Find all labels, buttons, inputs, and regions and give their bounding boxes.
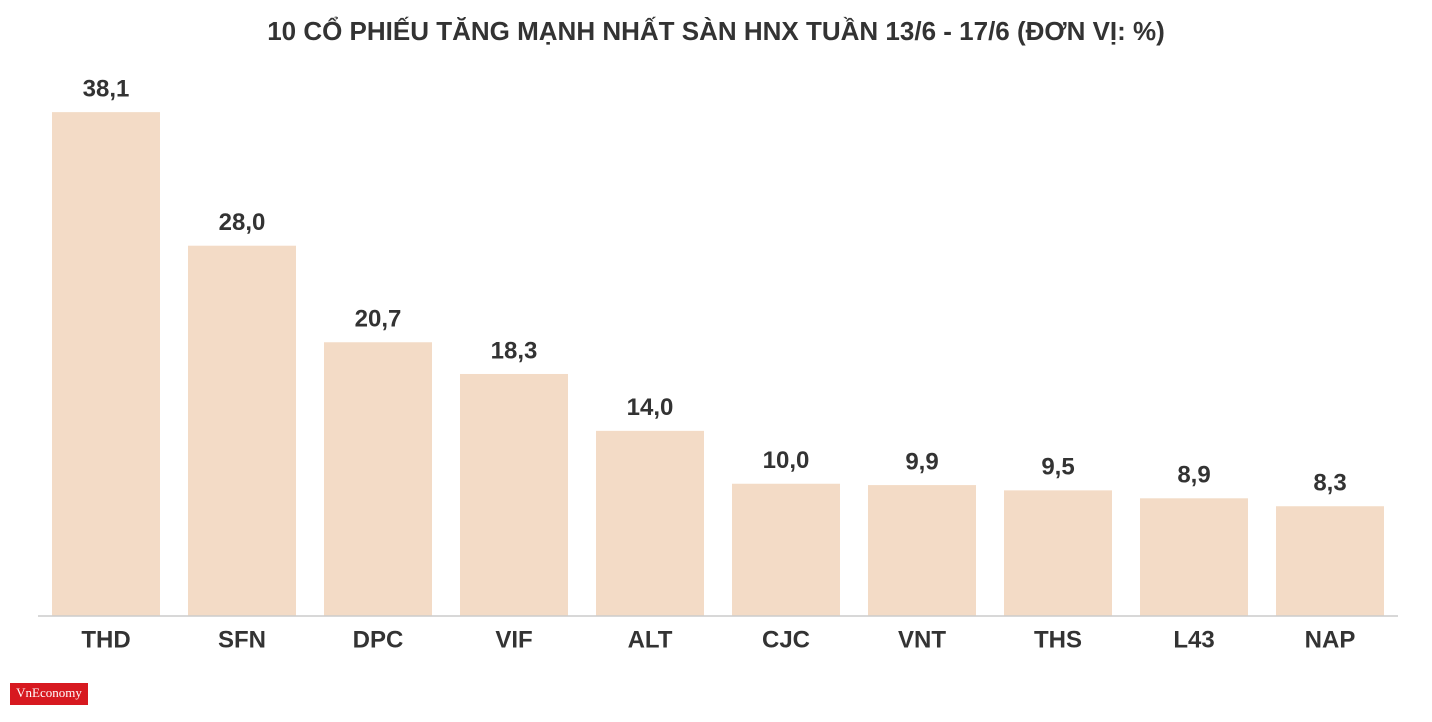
value-label: 38,1 — [83, 75, 130, 102]
value-label: 9,5 — [1041, 454, 1074, 481]
value-label: 8,3 — [1313, 470, 1346, 497]
value-label: 18,3 — [491, 337, 538, 364]
x-tick-label: VNT — [898, 626, 946, 653]
value-label: 8,9 — [1177, 462, 1210, 489]
x-tick-label: DPC — [353, 626, 404, 653]
x-tick-label: CJC — [762, 626, 810, 653]
bar — [324, 342, 432, 616]
value-label: 28,0 — [219, 209, 266, 236]
x-tick-label: VIF — [495, 626, 532, 653]
bar — [52, 112, 160, 616]
x-tick-label: L43 — [1173, 626, 1214, 653]
x-tick-label: ALT — [628, 626, 673, 653]
bar — [460, 373, 568, 616]
logo-text: VnEconomy — [16, 685, 82, 700]
bar — [188, 245, 296, 616]
value-label: 9,9 — [905, 448, 938, 475]
bar — [1004, 490, 1112, 616]
value-label: 20,7 — [355, 306, 402, 333]
bar — [596, 430, 704, 616]
value-label: 10,0 — [763, 447, 810, 474]
bar — [868, 485, 976, 616]
bar — [1140, 498, 1248, 616]
x-tick-label: NAP — [1305, 626, 1356, 653]
x-tick-label: THS — [1034, 626, 1082, 653]
value-label: 14,0 — [627, 394, 674, 421]
chart-title: 10 CỔ PHIẾU TĂNG MẠNH NHẤT SÀN HNX TUẦN … — [267, 16, 1165, 46]
x-tick-label: SFN — [218, 626, 266, 653]
bar — [732, 483, 840, 616]
bar — [1276, 506, 1384, 616]
x-tick-label: THD — [81, 626, 130, 653]
logo — [10, 683, 88, 705]
